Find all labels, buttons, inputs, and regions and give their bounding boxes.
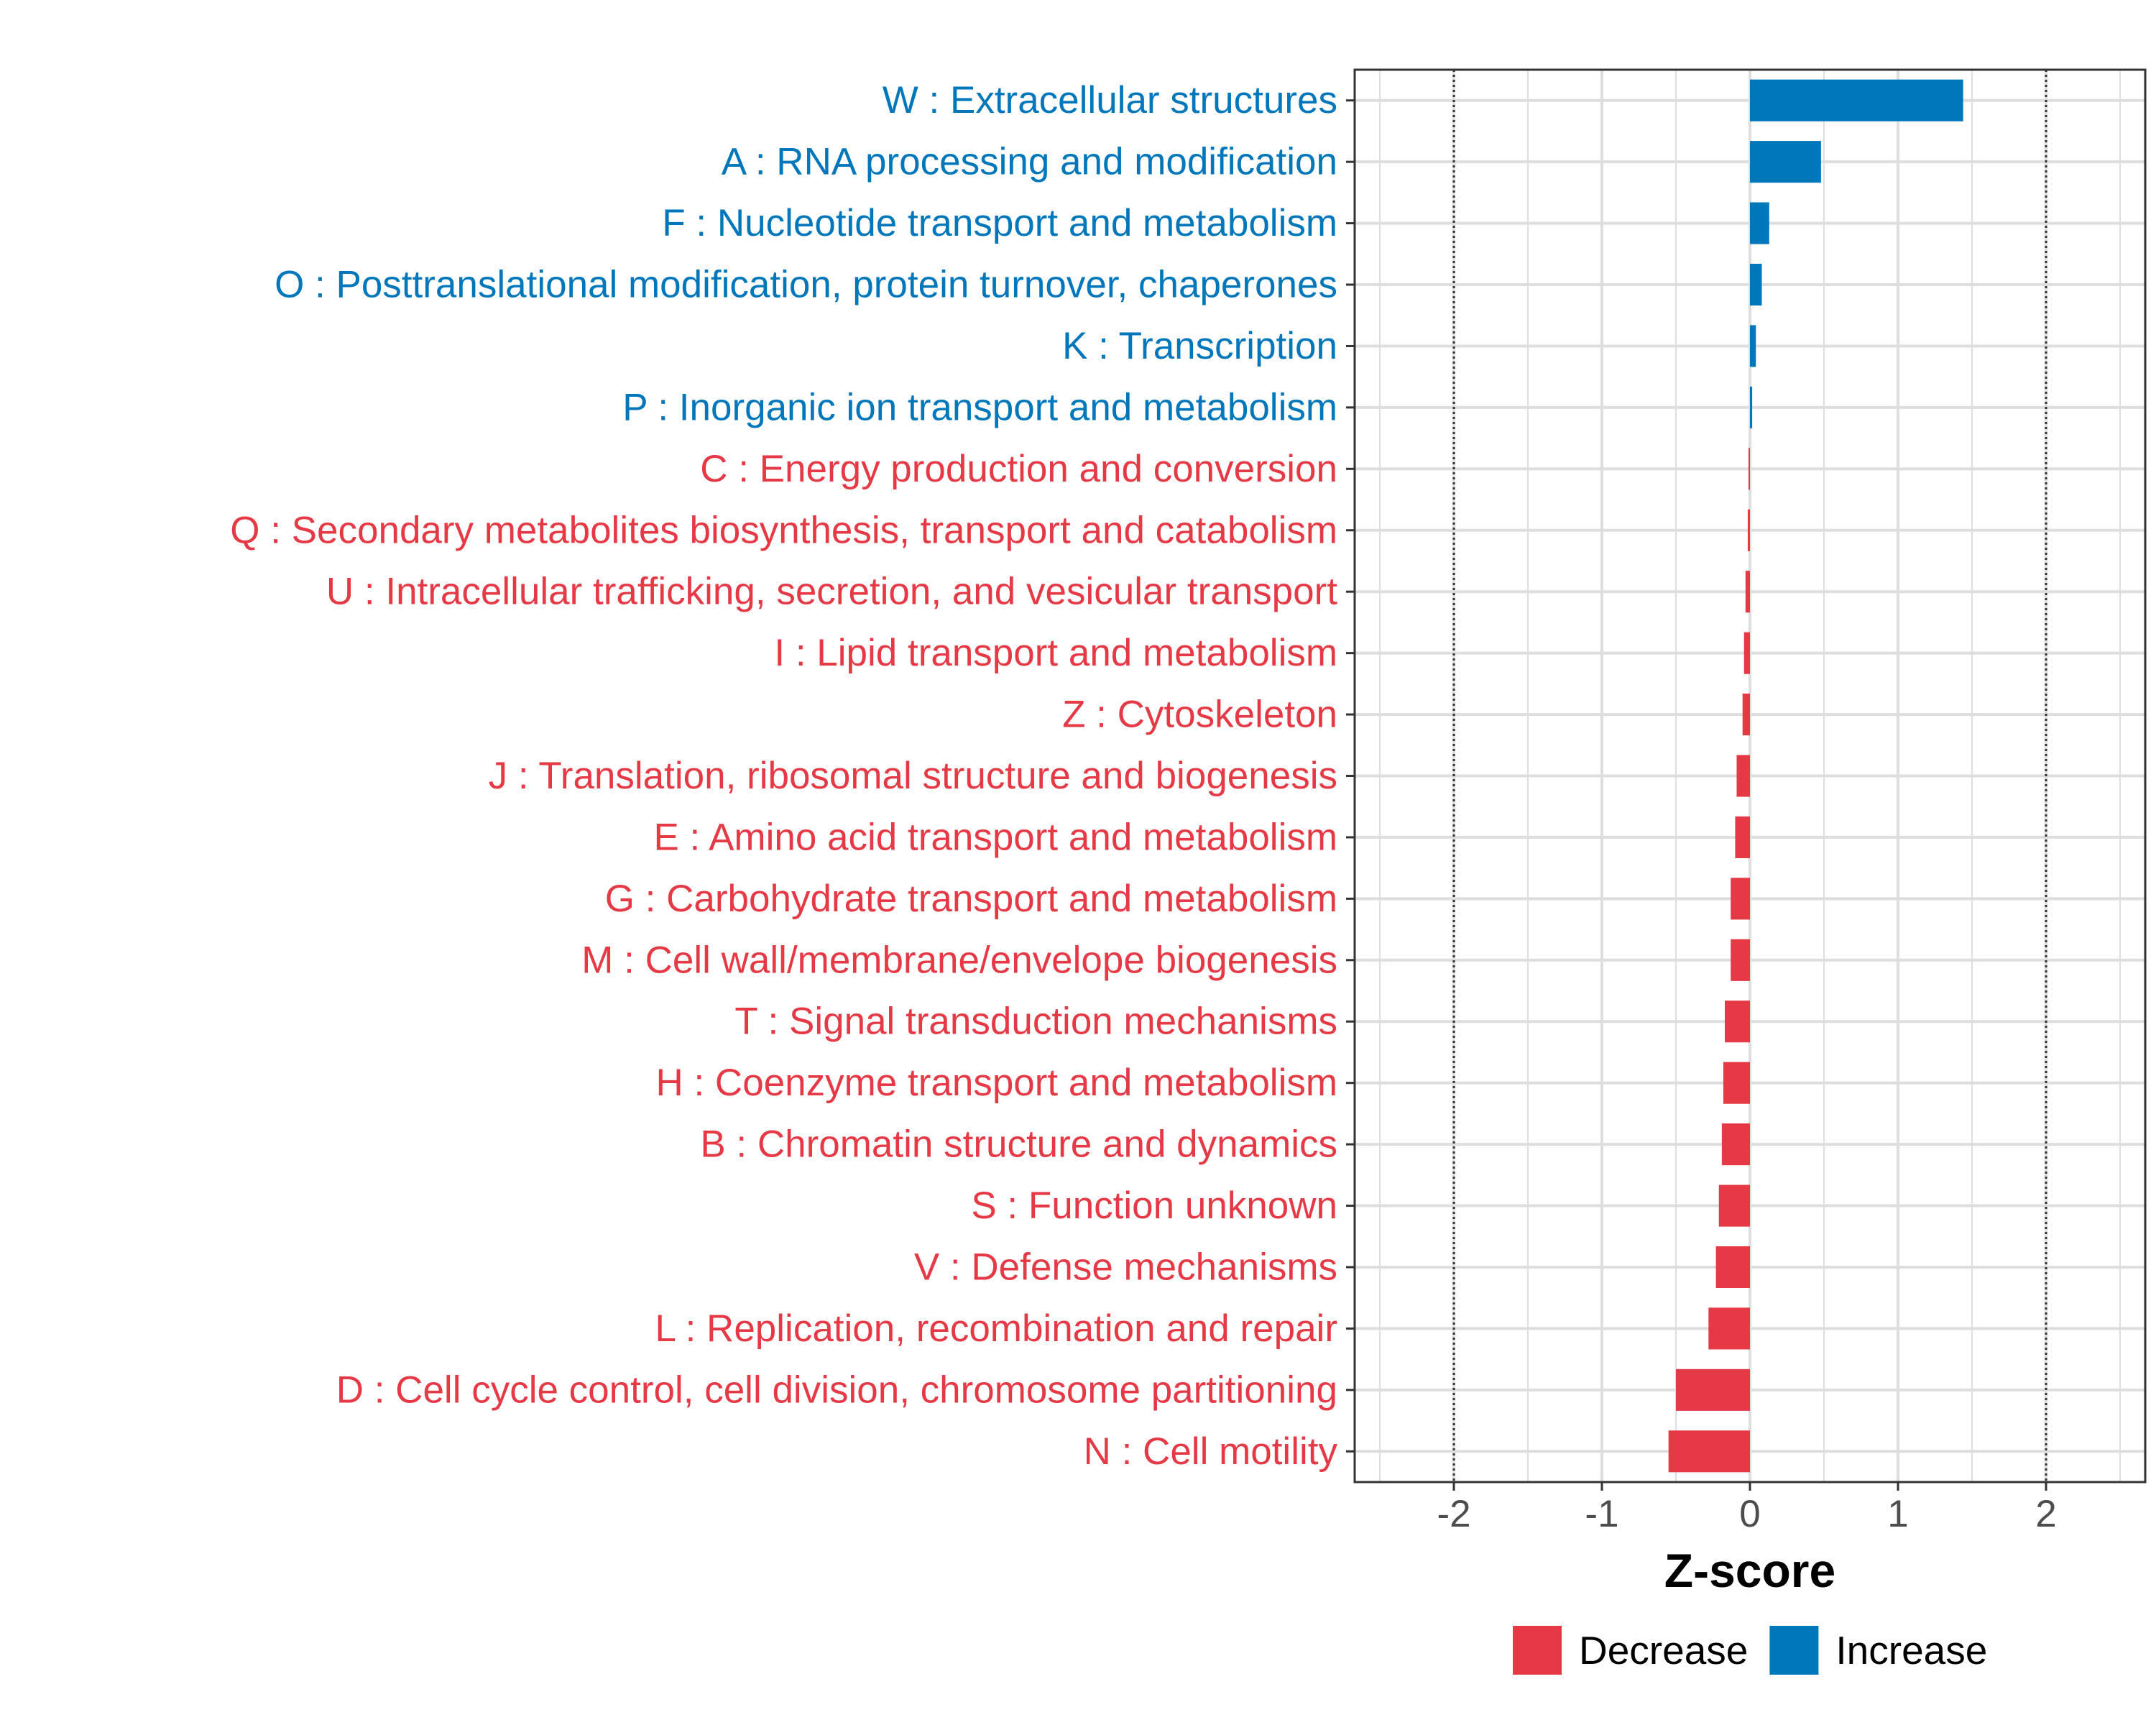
category-label: U : Intracellular trafficking, secretion… (326, 571, 1337, 613)
category-label: V : Defense mechanisms (914, 1246, 1337, 1288)
category-label: F : Nucleotide transport and metabolism (662, 202, 1337, 244)
legend-key-increase (1769, 1626, 1819, 1675)
category-label: A : RNA processing and modification (722, 141, 1337, 183)
bar-g-carbohydrate-transport-and-metabolism (1731, 878, 1750, 920)
x-axis-tick-labels: -2 -1 0 1 2 (1437, 1493, 2056, 1535)
legend: Decrease Increase (1513, 1626, 1987, 1675)
bar-u-intracellular-trafficking-secretion-and-vesicular-transport (1745, 571, 1750, 613)
x-tick-label: -1 (1585, 1493, 1618, 1535)
reference-lines (1452, 70, 2047, 1482)
bar-j-translation-ribosomal-structure-and-biogenesis (1736, 755, 1750, 797)
category-label: T : Signal transduction mechanisms (734, 1000, 1337, 1043)
category-label: C : Energy production and conversion (700, 448, 1337, 490)
bar-z-cytoskeleton (1742, 694, 1750, 736)
bar-c-energy-production-and-conversion (1748, 448, 1750, 490)
category-label: B : Chromatin structure and dynamics (700, 1123, 1337, 1166)
category-label: O : Posttranslational modification, prot… (275, 264, 1337, 306)
category-label: S : Function unknown (971, 1184, 1337, 1227)
category-label: E : Amino acid transport and metabolism (653, 816, 1337, 858)
bar-t-signal-transduction-mechanisms (1724, 1000, 1750, 1043)
bar-o-posttranslational-modification-protein-turnover-chaperones (1750, 263, 1762, 306)
category-label: G : Carbohydrate transport and metabolis… (605, 878, 1337, 920)
bar-s-function-unknown (1718, 1184, 1750, 1227)
x-tick-label: 0 (1739, 1493, 1760, 1535)
bar-m-cell-wall-membrane-envelope-biogenesis (1731, 939, 1750, 981)
category-label: Z : Cytoskeleton (1062, 694, 1337, 736)
y-axis-ticks (1346, 99, 1355, 1453)
legend-label-increase: Increase (1835, 1628, 1987, 1673)
category-label: W : Extracellular structures (883, 79, 1337, 121)
bar-d-cell-cycle-control-cell-division-chromosome-partitioning (1676, 1368, 1750, 1411)
category-label: P : Inorganic ion transport and metaboli… (622, 386, 1337, 428)
x-axis-title: Z-score (1664, 1544, 1835, 1597)
bar-h-coenzyme-transport-and-metabolism (1723, 1062, 1750, 1104)
category-label: N : Cell motility (1084, 1430, 1338, 1473)
category-label: K : Transcription (1062, 325, 1337, 367)
bar-b-chromatin-structure-and-dynamics (1721, 1123, 1750, 1166)
bar-e-amino-acid-transport-and-metabolism (1735, 816, 1750, 858)
bar-a-rna-processing-and-modification (1750, 141, 1821, 183)
category-label: M : Cell wall/membrane/envelope biogenes… (581, 939, 1337, 981)
bar-f-nucleotide-transport-and-metabolism (1750, 202, 1769, 244)
x-tick-label: -2 (1437, 1493, 1470, 1535)
category-labels: W : Extracellular structures A : RNA proc… (230, 79, 1337, 1473)
x-tick-label: 2 (2035, 1493, 2056, 1535)
x-axis-ticks (1452, 1482, 2047, 1491)
bars (1668, 79, 1963, 1473)
category-label: L : Replication, recombination and repai… (655, 1307, 1337, 1350)
x-tick-label: 1 (1887, 1493, 1908, 1535)
category-label: J : Translation, ribosomal structure and… (489, 755, 1337, 797)
legend-label-decrease: Decrease (1579, 1628, 1748, 1673)
bar-k-transcription (1750, 325, 1756, 367)
legend-key-decrease (1513, 1626, 1562, 1675)
category-label: H : Coenzyme transport and metabolism (655, 1062, 1337, 1104)
bar-w-extracellular-structures (1750, 79, 1963, 121)
bar-v-defense-mechanisms (1715, 1246, 1750, 1289)
category-label: I : Lipid transport and metabolism (774, 632, 1337, 674)
bar-q-secondary-metabolites-biosynthesis-transport-and-catabolism (1747, 509, 1750, 551)
category-label: Q : Secondary metabolites biosynthesis, … (230, 509, 1337, 551)
bar-i-lipid-transport-and-metabolism (1743, 632, 1750, 674)
category-label: D : Cell cycle control, cell division, c… (336, 1368, 1337, 1411)
bar-p-inorganic-ion-transport-and-metabolism (1750, 386, 1753, 428)
bar-l-replication-recombination-and-repair (1708, 1307, 1750, 1350)
bar-n-cell-motility (1668, 1430, 1750, 1473)
